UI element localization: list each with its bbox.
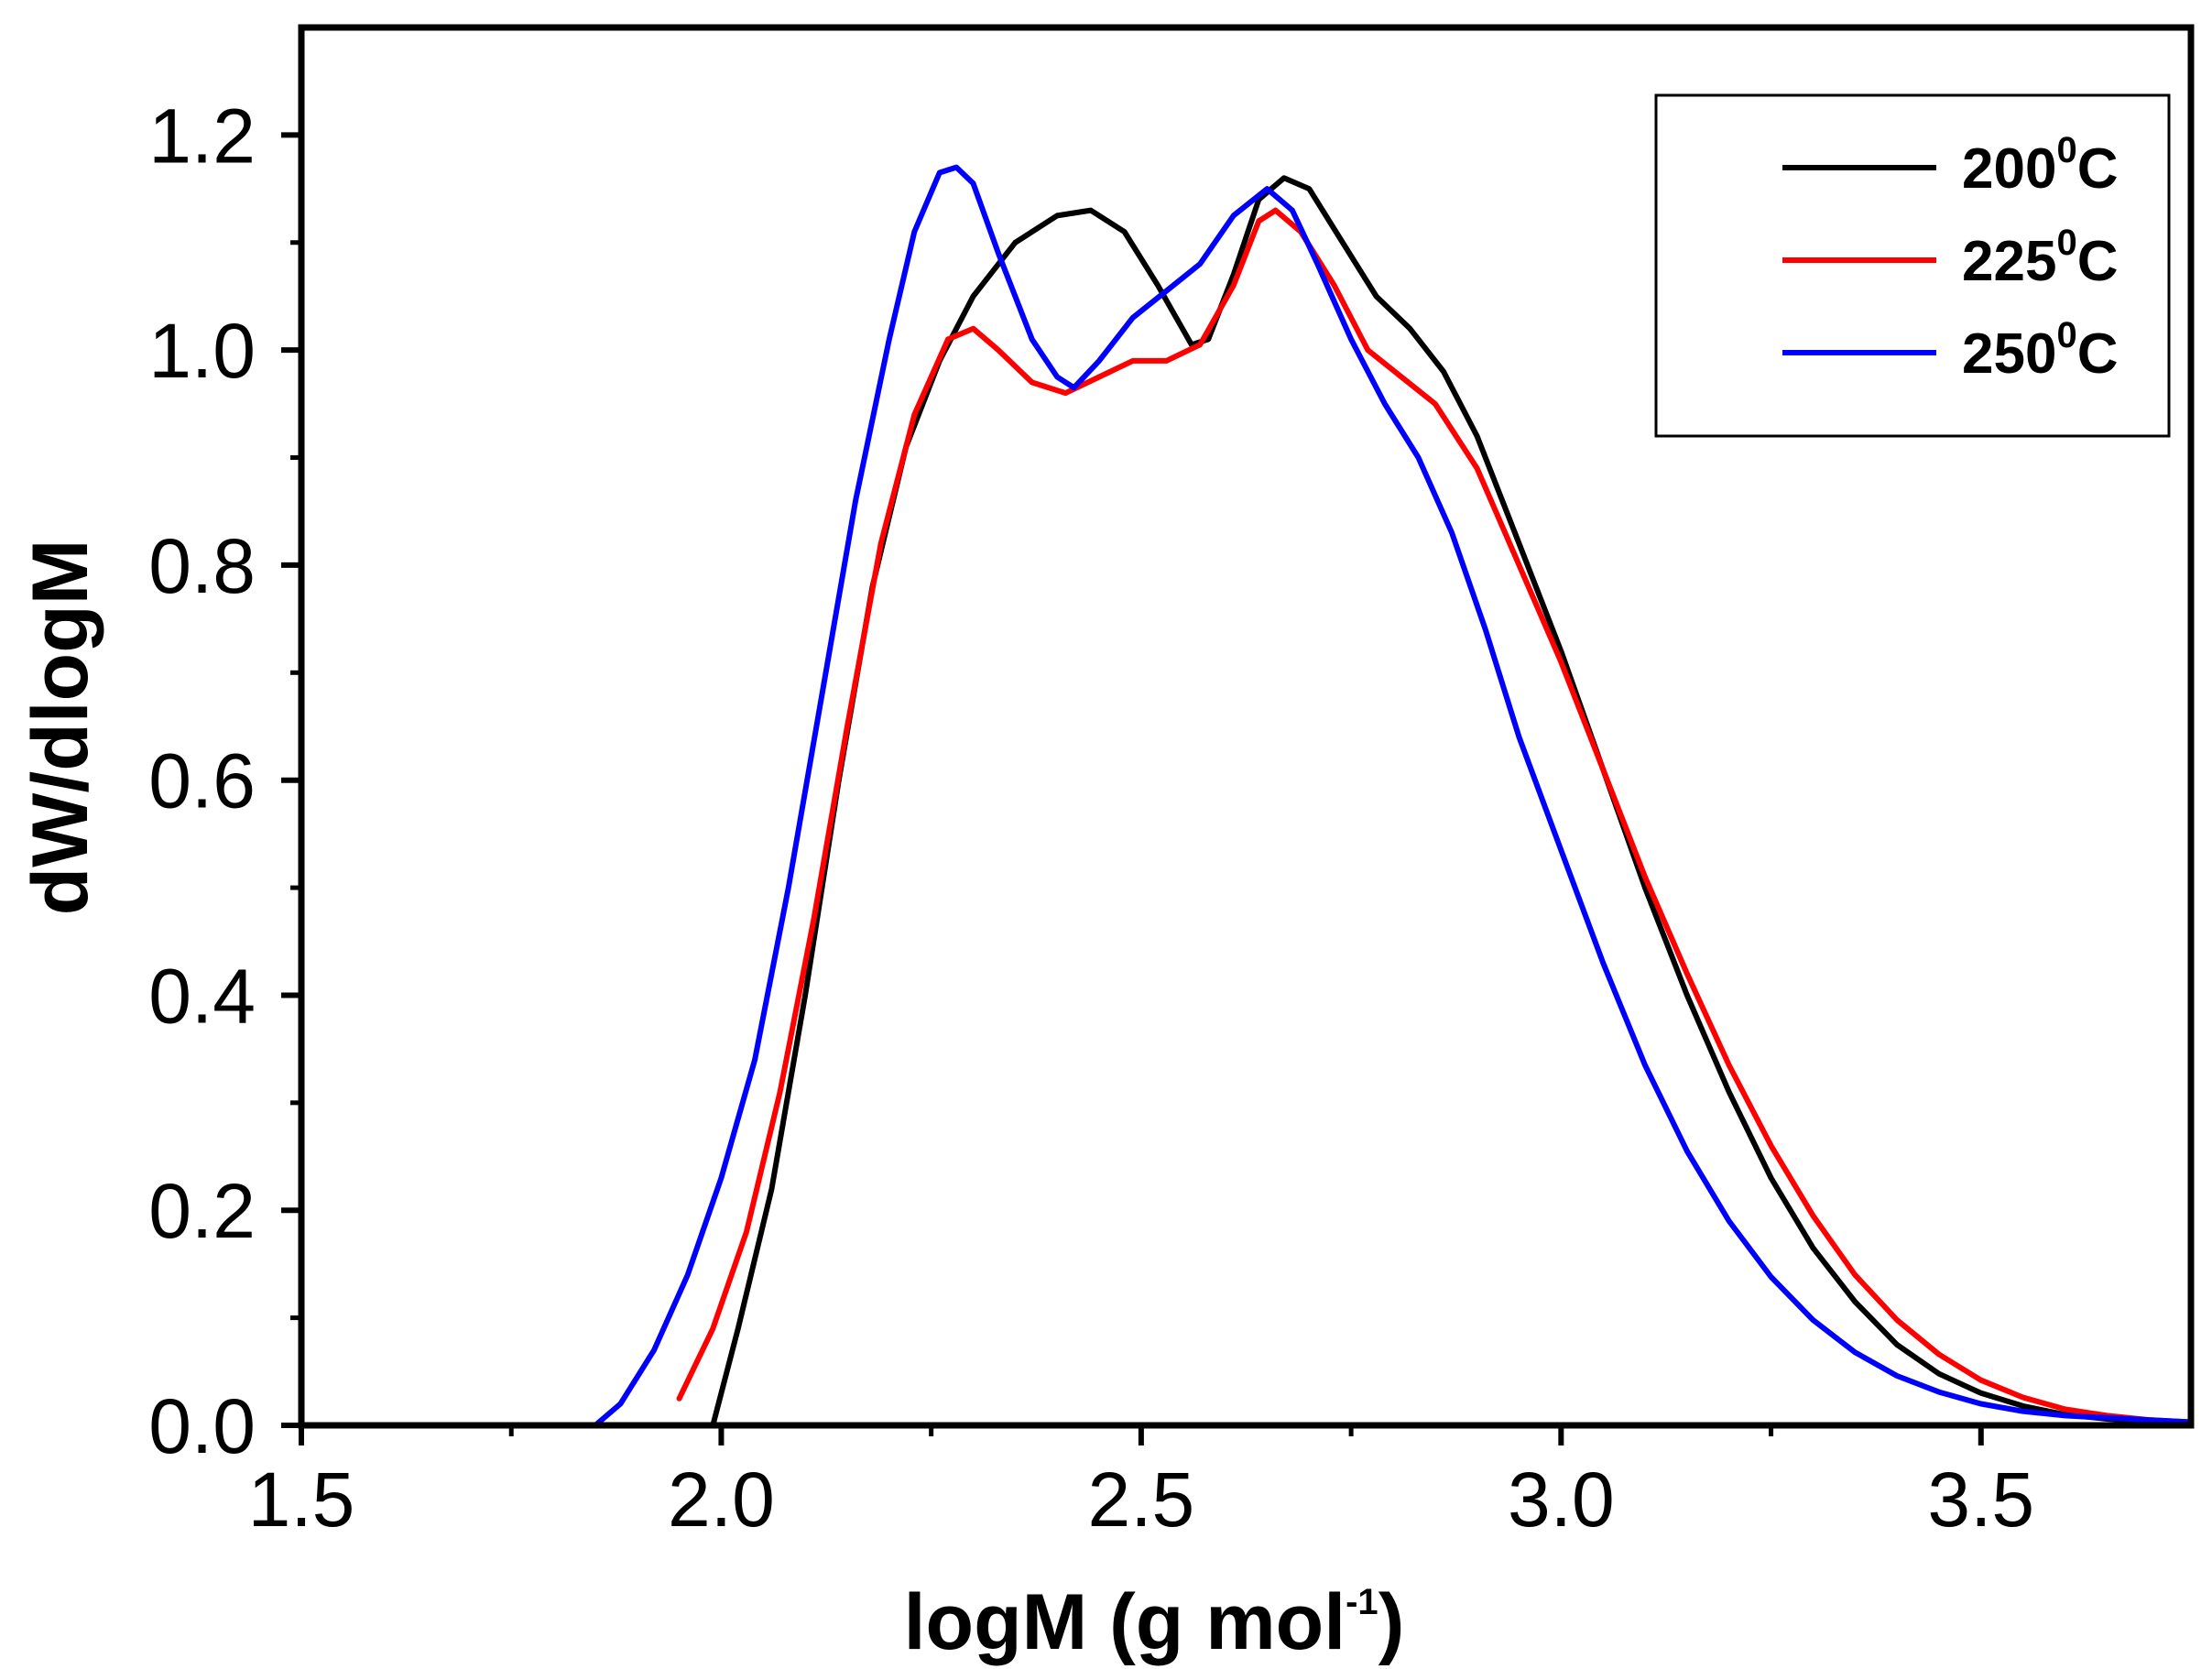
x-tick-label: 1.5 bbox=[248, 1456, 355, 1543]
plot-frame bbox=[298, 24, 2195, 1429]
x-tick-label: 2.5 bbox=[1087, 1456, 1194, 1543]
y-tick-label: 0.2 bbox=[148, 1168, 256, 1254]
legend-label-250: 2500C bbox=[1962, 315, 2118, 386]
y-tick-label: 1.0 bbox=[148, 308, 256, 394]
x-axis-title: logM (g mol-1) bbox=[904, 1578, 1405, 1666]
series-line-250 bbox=[592, 164, 2194, 1428]
x-tick-label: 3.5 bbox=[1927, 1456, 2034, 1543]
legend-items: 2000C 2250C 2500C bbox=[1782, 130, 2118, 386]
y-axis-title: dW/dlogM bbox=[16, 540, 104, 916]
legend: 2000C 2250C 2500C bbox=[1654, 93, 2171, 438]
legend-label-200: 2000C bbox=[1962, 130, 2118, 201]
ticks-layer: 1.5 2.0 2.5 3.0 3.5 0.0 0.2 0.4 0.6 0.8 1.0 1.2 bbox=[148, 93, 2034, 1543]
x-axis-title-main: logM (g mol bbox=[904, 1578, 1346, 1666]
y-tick-label: 0.4 bbox=[148, 953, 256, 1039]
x-axis-title-end: ) bbox=[1378, 1578, 1405, 1666]
x-axis-title-sup: -1 bbox=[1346, 1582, 1378, 1622]
x-tick-label: 2.0 bbox=[668, 1456, 775, 1543]
legend-box bbox=[1654, 93, 2171, 438]
legend-label-225: 2250C bbox=[1962, 223, 2118, 293]
series-line-225 bbox=[676, 207, 2194, 1425]
y-tick-label: 1.2 bbox=[148, 93, 256, 179]
x-tick-label: 3.0 bbox=[1508, 1456, 1615, 1543]
y-tick-label: 0.8 bbox=[148, 523, 256, 609]
y-tick-label: 0.0 bbox=[148, 1383, 256, 1469]
y-tick-label: 0.6 bbox=[148, 738, 256, 824]
series-layer bbox=[592, 164, 2194, 1428]
